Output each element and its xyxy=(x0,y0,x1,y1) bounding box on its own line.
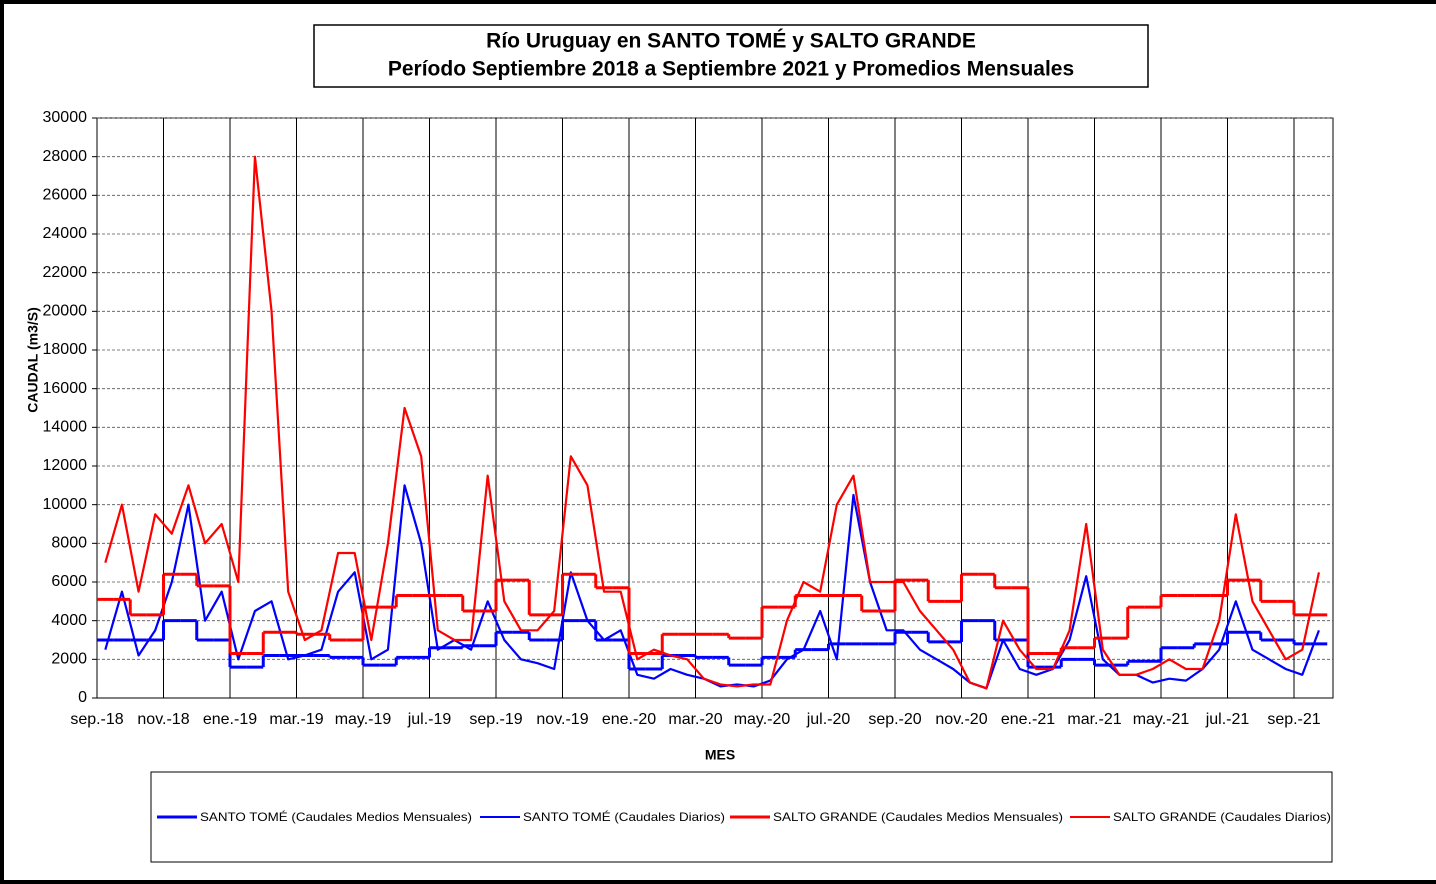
x-tick-label: sep.-19 xyxy=(469,711,522,728)
x-tick-label: jul.-20 xyxy=(806,711,851,728)
y-tick-label: 12000 xyxy=(43,457,88,474)
chart-title: Río Uruguay en SANTO TOMÉ y SALTO GRANDE xyxy=(486,30,976,53)
daily-line xyxy=(104,155,1321,690)
y-tick-label: 4000 xyxy=(51,612,87,629)
x-tick-label: sep.-18 xyxy=(70,711,123,728)
y-tick-label: 0 xyxy=(78,689,87,706)
y-axis-label: CAUDAL (m3/S) xyxy=(25,307,41,413)
y-tick-label: 6000 xyxy=(51,573,87,590)
series xyxy=(104,155,1321,690)
y-tick-label: 18000 xyxy=(43,341,88,358)
legend-label: SANTO TOMÉ (Caudales Medios Mensuales) xyxy=(200,809,472,824)
y-tick-label: 16000 xyxy=(43,380,88,397)
y-tick-label: 28000 xyxy=(43,148,88,165)
y-tick-label: 30000 xyxy=(43,109,88,126)
y-tick-label: 8000 xyxy=(51,535,87,552)
series xyxy=(97,572,1328,656)
y-tick-label: 22000 xyxy=(43,264,88,281)
legend-label: SANTO TOMÉ (Caudales Diarios) xyxy=(523,809,725,824)
y-tick-label: 10000 xyxy=(43,496,88,513)
x-tick-label: nov.-20 xyxy=(935,711,987,728)
y-tick-label: 26000 xyxy=(43,187,88,204)
plot-area xyxy=(96,117,1334,699)
chart-subtitle: Período Septiembre 2018 a Septiembre 202… xyxy=(388,58,1074,81)
x-tick-label: mar.-21 xyxy=(1067,711,1121,728)
x-tick-label: mar.-19 xyxy=(269,711,323,728)
x-tick-label: jul.-19 xyxy=(407,711,452,728)
x-tick-label: ene.-19 xyxy=(203,711,257,728)
legend-label: SALTO GRANDE (Caudales Medios Mensuales) xyxy=(773,810,1063,824)
x-tick-label: mar.-20 xyxy=(668,711,722,728)
x-tick-label: nov.-19 xyxy=(536,711,588,728)
x-tick-label: may.-20 xyxy=(734,711,791,728)
y-tick-label: 14000 xyxy=(43,419,88,436)
x-tick-label: ene.-20 xyxy=(602,711,656,728)
legend-label: SALTO GRANDE (Caudales Diarios) xyxy=(1113,810,1331,824)
x-axis-label: MES xyxy=(705,747,735,763)
title-box xyxy=(313,24,1149,88)
y-tick-label: 2000 xyxy=(51,651,87,668)
y-tick-label: 24000 xyxy=(43,225,88,242)
x-tick-label: may.-21 xyxy=(1133,711,1190,728)
y-tick-label: 20000 xyxy=(43,303,88,320)
x-tick-label: may.-19 xyxy=(335,711,392,728)
x-tick-label: ene.-21 xyxy=(1001,711,1055,728)
x-tick-label: nov.-18 xyxy=(137,711,189,728)
x-tick-label: jul.-21 xyxy=(1205,711,1250,728)
x-tick-label: sep.-21 xyxy=(1267,711,1320,728)
x-tick-label: sep.-20 xyxy=(868,711,921,728)
